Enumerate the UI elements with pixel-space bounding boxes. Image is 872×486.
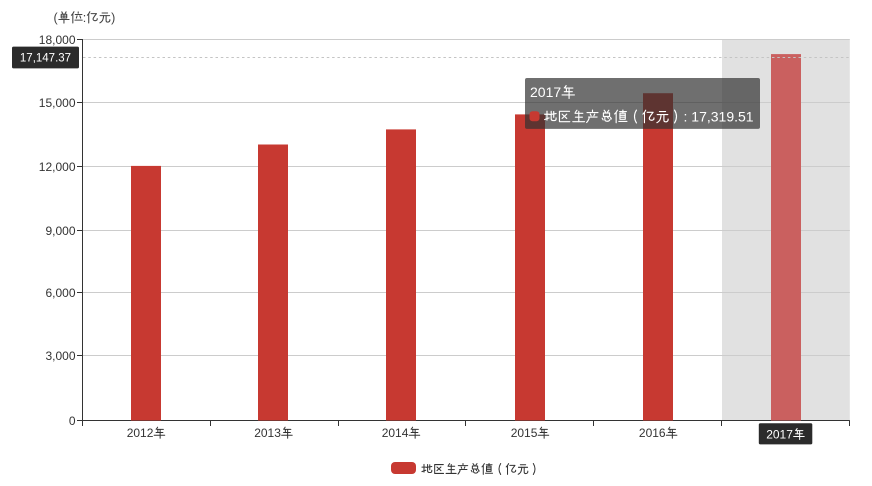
svg-text:2017: 2017 <box>530 84 561 100</box>
svg-text:3,000: 3,000 <box>45 349 75 363</box>
svg-text:0: 0 <box>69 414 76 428</box>
svg-text:17,147.37: 17,147.37 <box>20 53 71 65</box>
svg-text:): ) <box>111 11 115 25</box>
svg-text::: : <box>83 11 86 25</box>
svg-text:9,000: 9,000 <box>45 224 75 238</box>
svg-text:2013: 2013 <box>254 426 281 440</box>
svg-text:(: ( <box>54 11 59 25</box>
svg-text:6,000: 6,000 <box>45 286 75 300</box>
svg-text:12,000: 12,000 <box>39 160 76 174</box>
svg-text:18,000: 18,000 <box>39 33 76 47</box>
svg-text:2014: 2014 <box>382 426 409 440</box>
svg-text:: 17,319.51: : 17,319.51 <box>684 109 754 125</box>
svg-text:15,000: 15,000 <box>39 96 76 110</box>
svg-text:2012: 2012 <box>127 426 154 440</box>
svg-text:2017: 2017 <box>766 427 793 441</box>
svg-text:2016: 2016 <box>639 426 666 440</box>
svg-text:2015: 2015 <box>511 426 538 440</box>
